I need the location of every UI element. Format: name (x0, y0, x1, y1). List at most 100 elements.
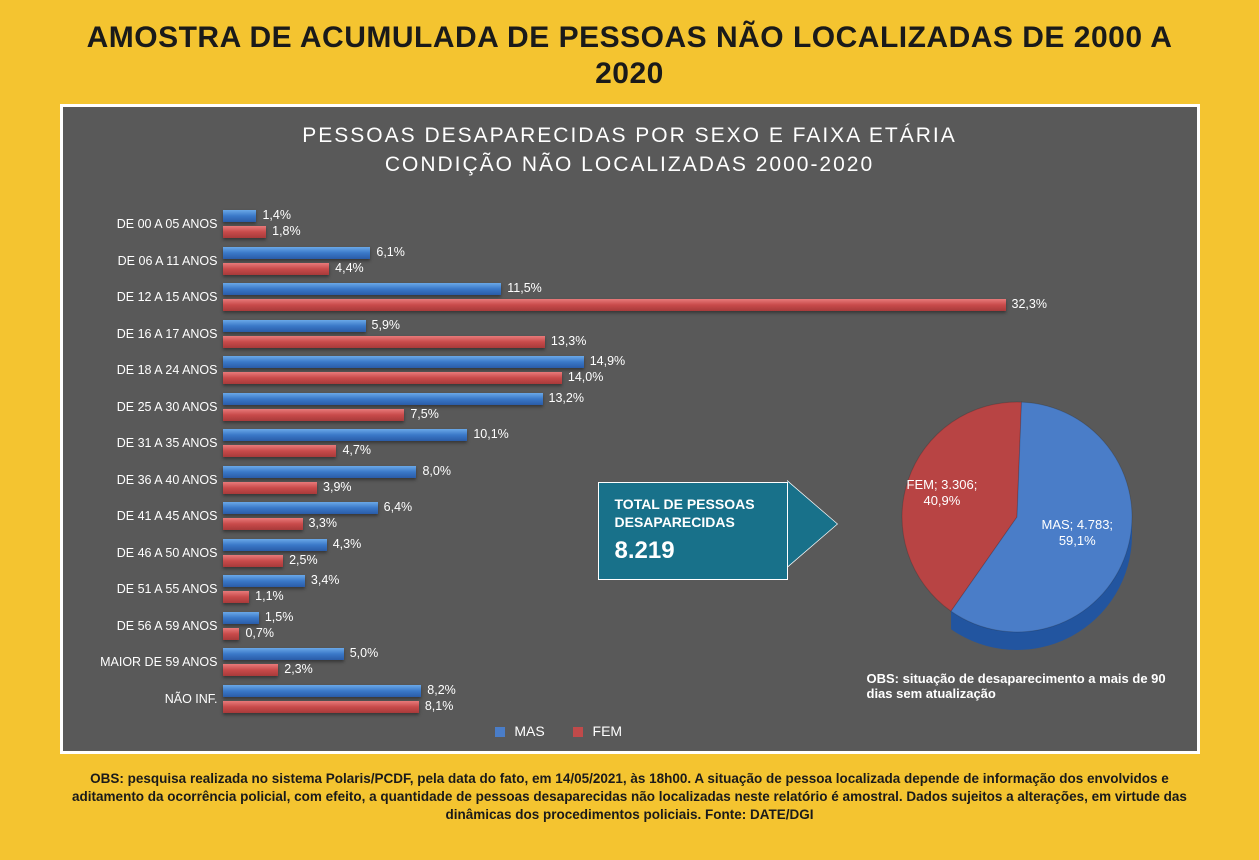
category-label: DE 31 A 35 ANOS (83, 436, 218, 450)
legend-label-mas: MAS (514, 723, 544, 739)
footnote: OBS: pesquisa realizada no sistema Polar… (50, 770, 1209, 825)
callout-text-1: TOTAL DE PESSOAS (615, 496, 755, 512)
bar-fem (223, 226, 267, 238)
bar-value-fem: 4,7% (342, 443, 371, 457)
bar-fem (223, 445, 337, 457)
pie-chart: FEM; 3.306; 40,9% MAS; 4.783; 59,1% (877, 377, 1157, 657)
bar-row: DE 12 A 15 ANOS11,5%32,3% (83, 280, 783, 317)
bar-chart: DE 00 A 05 ANOS1,4%1,8% DE 06 A 11 ANOS 6,… (83, 207, 783, 718)
bar-mas (223, 466, 417, 478)
category-label: DE 46 A 50 ANOS (83, 546, 218, 560)
legend-item-mas: MAS (495, 723, 545, 739)
category-label: DE 12 A 15 ANOS (83, 290, 218, 304)
category-label: NÃO INF. (83, 692, 218, 706)
bar-track: 1,4%1,8% (223, 207, 1033, 244)
bar-value-fem: 1,1% (255, 589, 284, 603)
bar-value-fem: 3,3% (309, 516, 338, 530)
bar-track: 5,9% 13,3% (223, 317, 1033, 354)
bar-track: 6,1% 4,4% (223, 244, 1033, 281)
total-callout: TOTAL DE PESSOAS DESAPARECIDAS 8.219 (598, 482, 788, 580)
bar-track: 11,5%32,3% (223, 280, 1033, 317)
page-root: AMOSTRA DE ACUMULADA DE PESSOAS NÃO LOCA… (0, 0, 1259, 860)
category-label: DE 16 A 17 ANOS (83, 327, 218, 341)
bar-value-mas: 5,0% (350, 646, 379, 660)
category-label: DE 36 A 40 ANOS (83, 473, 218, 487)
bar-value-fem: 2,5% (289, 553, 318, 567)
pie-mas-pct: 59,1% (1059, 533, 1096, 548)
bar-fem (223, 628, 240, 640)
bar-value-fem: 2,3% (284, 662, 313, 676)
bar-mas (223, 393, 543, 405)
bar-fem (223, 518, 303, 530)
bar-value-fem: 14,0% (568, 370, 603, 384)
bar-value-fem: 13,3% (551, 334, 586, 348)
bar-fem (223, 701, 419, 713)
bar-value-fem: 8,1% (425, 699, 454, 713)
pie-svg (877, 377, 1157, 657)
pie-label-fem: FEM; 3.306; 40,9% (907, 477, 978, 508)
category-label: DE 56 A 59 ANOS (83, 619, 218, 633)
legend-item-fem: FEM (573, 723, 622, 739)
category-label: DE 51 A 55 ANOS (83, 582, 218, 596)
bar-row: DE 25 A 30 ANOS 13,2% 7,5% (83, 390, 783, 427)
chart-title-line2: CONDIÇÃO NÃO LOCALIZADAS 2000-2020 (385, 153, 874, 176)
bar-fem (223, 555, 284, 567)
bar-mas (223, 247, 371, 259)
bar-mas (223, 612, 259, 624)
bar-value-mas: 13,2% (549, 391, 584, 405)
bar-fem (223, 263, 330, 275)
callout-arrow-icon (787, 481, 837, 567)
bar-mas (223, 685, 422, 697)
category-label: DE 18 A 24 ANOS (83, 363, 218, 377)
bar-value-mas: 8,0% (422, 464, 451, 478)
callout-text-2: DESAPARECIDAS (615, 514, 735, 530)
bar-fem (223, 336, 545, 348)
bar-value-fem: 1,8% (272, 224, 301, 238)
category-label: MAIOR DE 59 ANOS (83, 655, 218, 669)
chart-panel: PESSOAS DESAPARECIDAS POR SEXO E FAIXA E… (60, 104, 1200, 754)
bar-mas (223, 648, 344, 660)
callout-box: TOTAL DE PESSOAS DESAPARECIDAS 8.219 (598, 482, 788, 580)
legend-swatch-mas (495, 727, 505, 737)
bar-fem (223, 409, 405, 421)
bar-value-mas: 6,1% (376, 245, 405, 259)
bar-fem (223, 372, 562, 384)
bar-mas (223, 210, 257, 222)
bar-mas (223, 320, 366, 332)
pie-fem-pct: 40,9% (923, 493, 960, 508)
pie-mas-text: MAS; 4.783; (1042, 517, 1114, 532)
bar-value-mas: 6,4% (384, 500, 413, 514)
legend: MAS FEM (483, 723, 635, 739)
obs-note: OBS: situação de desaparecimento a mais … (867, 671, 1167, 701)
bar-row: DE 06 A 11 ANOS 6,1% 4,4% (83, 244, 783, 281)
bar-fem (223, 664, 279, 676)
category-label: DE 41 A 45 ANOS (83, 509, 218, 523)
category-label: DE 25 A 30 ANOS (83, 400, 218, 414)
legend-label-fem: FEM (593, 723, 623, 739)
bar-row: DE 00 A 05 ANOS1,4%1,8% (83, 207, 783, 244)
pie-label-mas: MAS; 4.783; 59,1% (1042, 517, 1114, 548)
bar-value-mas: 1,5% (265, 610, 294, 624)
bar-value-fem: 7,5% (410, 407, 439, 421)
bar-mas (223, 356, 584, 368)
bar-mas (223, 539, 327, 551)
bar-row: DE 56 A 59 ANOS 1,5% 0,7% (83, 609, 783, 646)
bar-value-mas: 4,3% (333, 537, 362, 551)
chart-title-line1: PESSOAS DESAPARECIDAS POR SEXO E FAIXA E… (302, 124, 956, 147)
category-label: DE 06 A 11 ANOS (83, 254, 218, 268)
bar-value-fem: 0,7% (245, 626, 274, 640)
bar-row: DE 16 A 17 ANOS 5,9% 13,3% (83, 317, 783, 354)
bar-value-fem: 3,9% (323, 480, 352, 494)
bar-value-mas: 11,5% (507, 281, 542, 295)
bar-value-mas: 8,2% (427, 683, 456, 697)
bar-value-mas: 14,9% (590, 354, 625, 368)
bar-value-fem: 32,3% (1012, 297, 1047, 311)
bar-value-mas: 10,1% (473, 427, 508, 441)
bar-value-mas: 3,4% (311, 573, 340, 587)
callout-value: 8.219 (615, 535, 771, 566)
pie-fem-text: FEM; 3.306; (907, 477, 978, 492)
bar-mas (223, 283, 502, 295)
bar-value-mas: 5,9% (372, 318, 401, 332)
bar-row: DE 18 A 24 ANOS 14,9% 14,0% (83, 353, 783, 390)
bar-value-fem: 4,4% (335, 261, 364, 275)
